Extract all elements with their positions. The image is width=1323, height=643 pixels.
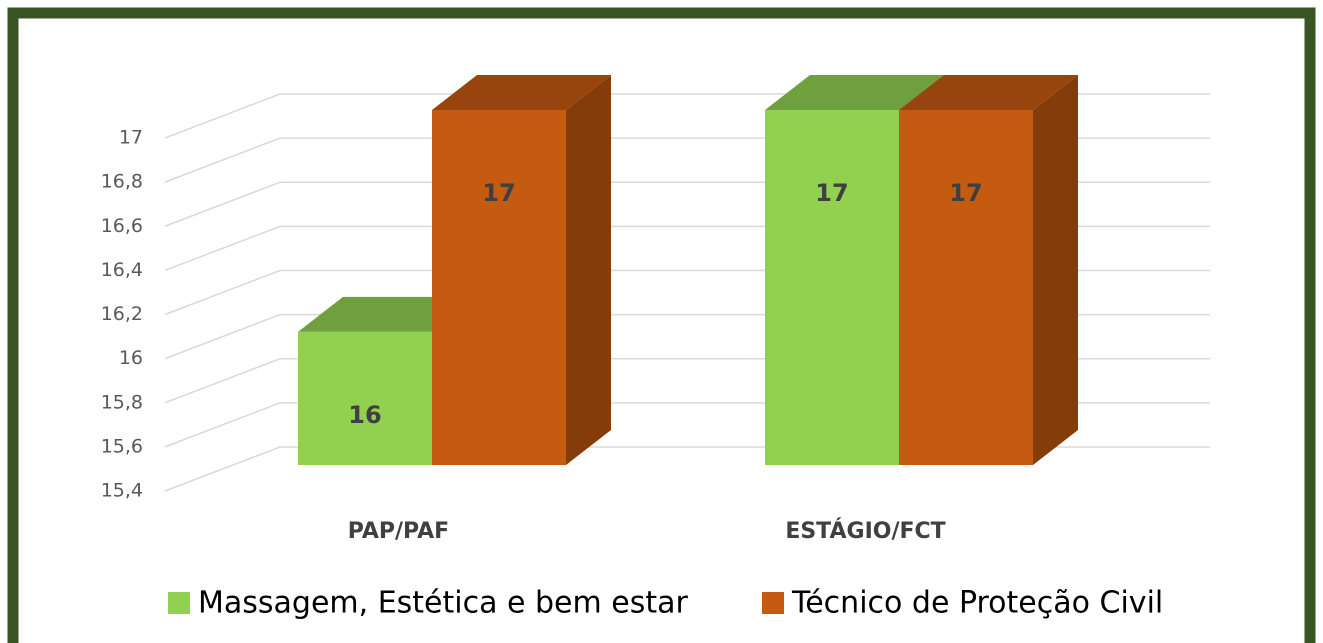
bar — [432, 75, 611, 465]
legend-label: Massagem, Estética e bem estar — [198, 586, 689, 621]
data-label: 17 — [482, 179, 515, 207]
y-tick-label: 17 — [119, 127, 143, 149]
x-tick-label: ESTÁGIO/FCT — [785, 518, 945, 544]
bar-top — [765, 75, 944, 110]
bar-front — [432, 110, 566, 465]
y-tick-label: 16,8 — [101, 171, 143, 193]
legend-label: Técnico de Proteção Civil — [791, 586, 1163, 621]
y-tick-label: 15,6 — [101, 435, 143, 457]
bar-top — [899, 75, 1078, 110]
x-tick-label: PAP/PAF — [348, 519, 449, 544]
y-tick-label: 15,4 — [101, 480, 143, 502]
bar — [899, 75, 1078, 465]
y-tick-label: 16 — [119, 347, 143, 369]
bar-side — [1033, 75, 1078, 465]
bar-top — [432, 75, 611, 110]
bar-front — [899, 110, 1033, 465]
y-tick-label: 16,2 — [101, 303, 143, 325]
data-label: 17 — [949, 179, 982, 207]
bar-front — [298, 331, 432, 465]
bar-side — [566, 75, 611, 465]
y-tick-label: 16,4 — [101, 259, 143, 281]
y-tick-label: 16,6 — [101, 215, 143, 237]
legend-swatch — [762, 592, 784, 614]
bar-front — [765, 110, 899, 465]
y-tick-label: 15,8 — [101, 391, 143, 413]
frame — [7, 7, 1316, 643]
legend-swatch — [168, 592, 190, 614]
data-label: 16 — [348, 401, 381, 429]
data-label: 17 — [815, 179, 848, 207]
